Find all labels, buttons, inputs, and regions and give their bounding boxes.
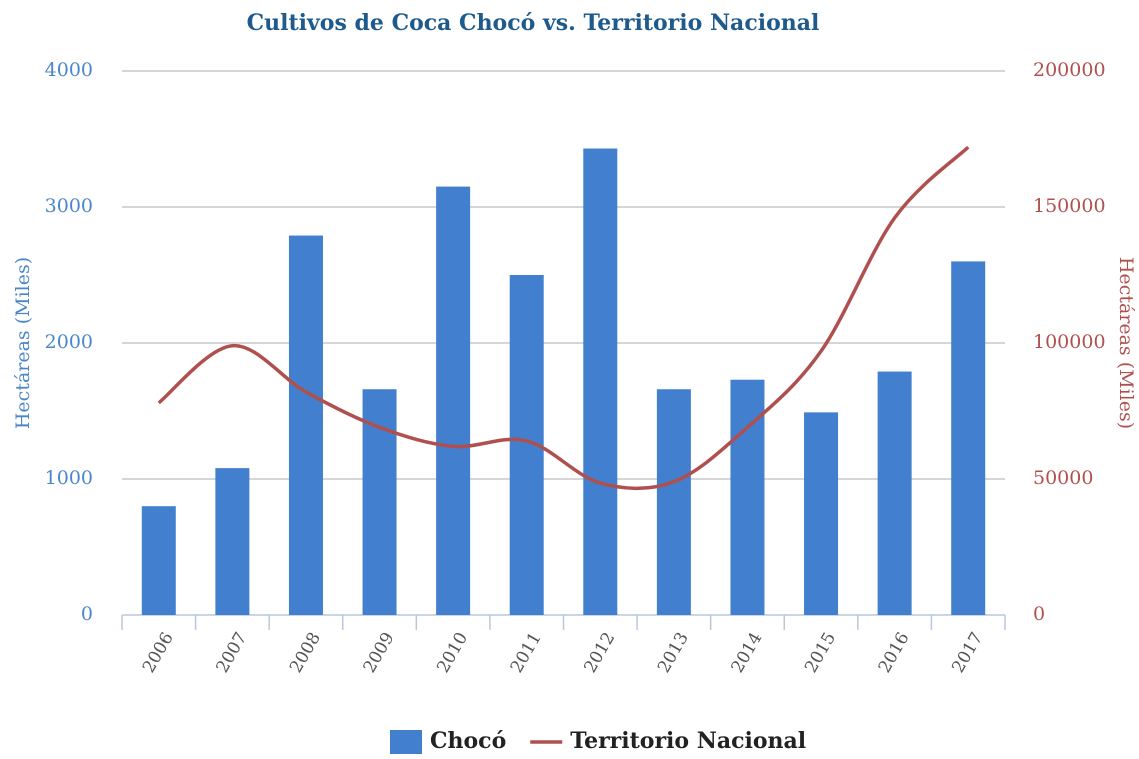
x-tick-label: 2006	[139, 629, 178, 676]
x-tick-label: 2012	[580, 629, 619, 676]
chart-title: Cultivos de Coca Chocó vs. Territorio Na…	[247, 10, 820, 36]
y2-tick-label: 200000	[1033, 59, 1106, 81]
y2-tick-label: 0	[1033, 603, 1045, 625]
x-tick-label: 2007	[212, 629, 251, 676]
x-tick-label: 2014	[728, 629, 767, 676]
x-tick-label: 2015	[801, 629, 840, 676]
bar	[436, 186, 471, 615]
x-tick-label: 2009	[360, 629, 399, 676]
y-tick-label: 0	[81, 603, 93, 625]
bar	[141, 506, 176, 615]
y-tick-label: 1000	[45, 467, 93, 489]
x-tick-label: 2008	[286, 629, 325, 676]
legend-label: Chocó	[430, 728, 506, 754]
x-tick-label: 2011	[507, 629, 546, 676]
legend-label: Territorio Nacional	[570, 728, 806, 754]
bar	[215, 468, 250, 615]
bar	[583, 148, 618, 615]
y-axis-title: Hectáreas (Miles)	[12, 257, 34, 429]
bar	[656, 389, 691, 615]
bar	[288, 235, 323, 615]
y2-tick-label: 100000	[1033, 331, 1106, 353]
y2-tick-label: 50000	[1033, 467, 1093, 489]
x-tick-label: 2016	[875, 629, 914, 676]
line	[157, 145, 970, 491]
y2-tick-label: 150000	[1033, 195, 1106, 217]
x-tick-label: 2013	[654, 629, 693, 676]
bar	[877, 371, 912, 615]
y-tick-label: 3000	[45, 195, 93, 217]
y2-axis-title: Hectáreas (Miles)	[1115, 257, 1137, 429]
legend-swatch	[390, 730, 422, 754]
bar	[951, 261, 986, 615]
bar	[804, 412, 839, 615]
y-tick-label: 2000	[45, 331, 93, 353]
x-tick-label: 2017	[948, 629, 987, 676]
y-tick-label: 4000	[45, 59, 93, 81]
x-tick-label: 2010	[433, 629, 472, 676]
